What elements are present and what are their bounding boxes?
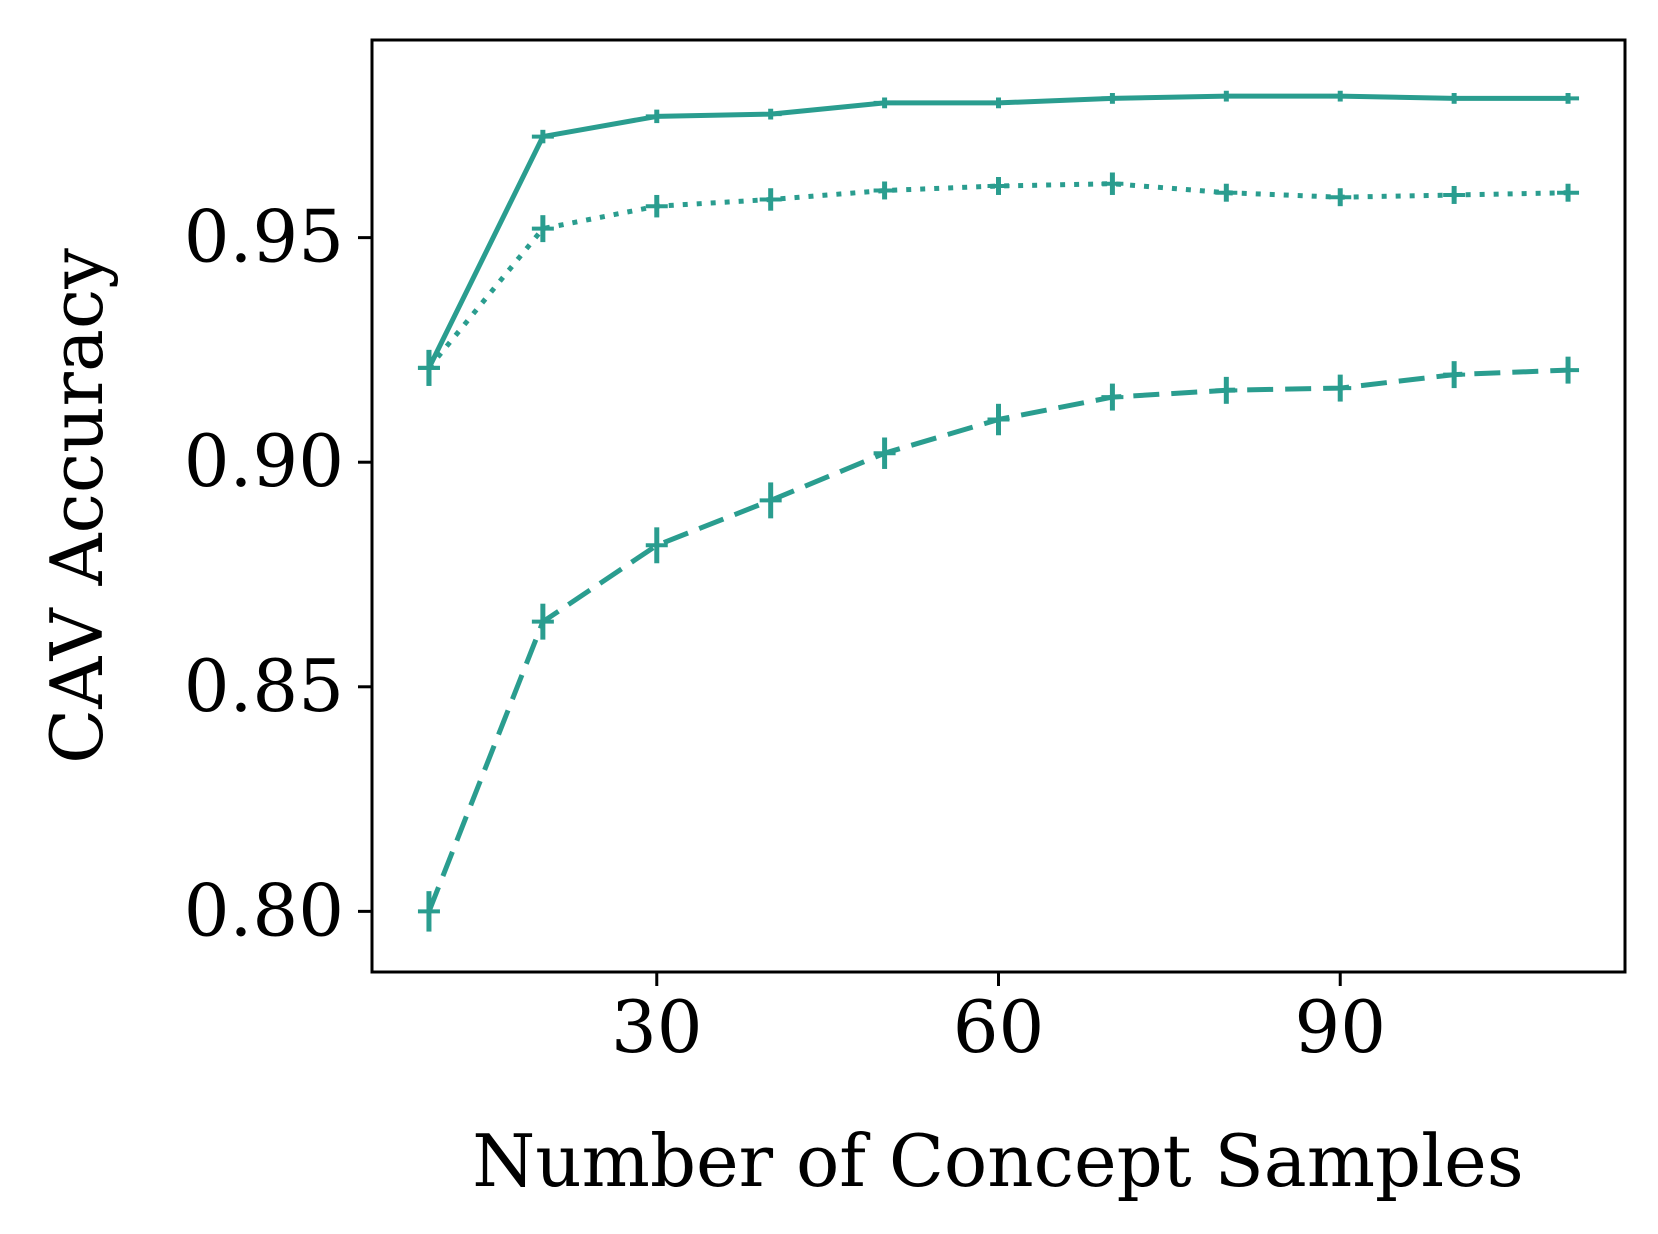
y-axis-label: CAV Accuracy — [35, 248, 119, 764]
y-tick-label: 0.80 — [184, 868, 344, 952]
x-tick-label: 90 — [1294, 985, 1386, 1069]
plot-area-background — [372, 40, 1625, 972]
y-tick-label: 0.90 — [184, 419, 344, 503]
x-axis-label: Number of Concept Samples — [472, 1119, 1523, 1203]
y-tick-label: 0.85 — [184, 644, 344, 728]
series-dashed — [417, 356, 1580, 932]
x-axis: 30 60 90 — [611, 972, 1386, 1069]
x-tick-label: 30 — [611, 985, 703, 1069]
x-tick-label: 60 — [953, 985, 1045, 1069]
y-axis: 0.80 0.85 0.90 0.95 — [184, 195, 372, 952]
series-layer — [417, 90, 1580, 932]
series-dotted — [417, 172, 1580, 386]
y-tick-label: 0.95 — [184, 195, 344, 279]
